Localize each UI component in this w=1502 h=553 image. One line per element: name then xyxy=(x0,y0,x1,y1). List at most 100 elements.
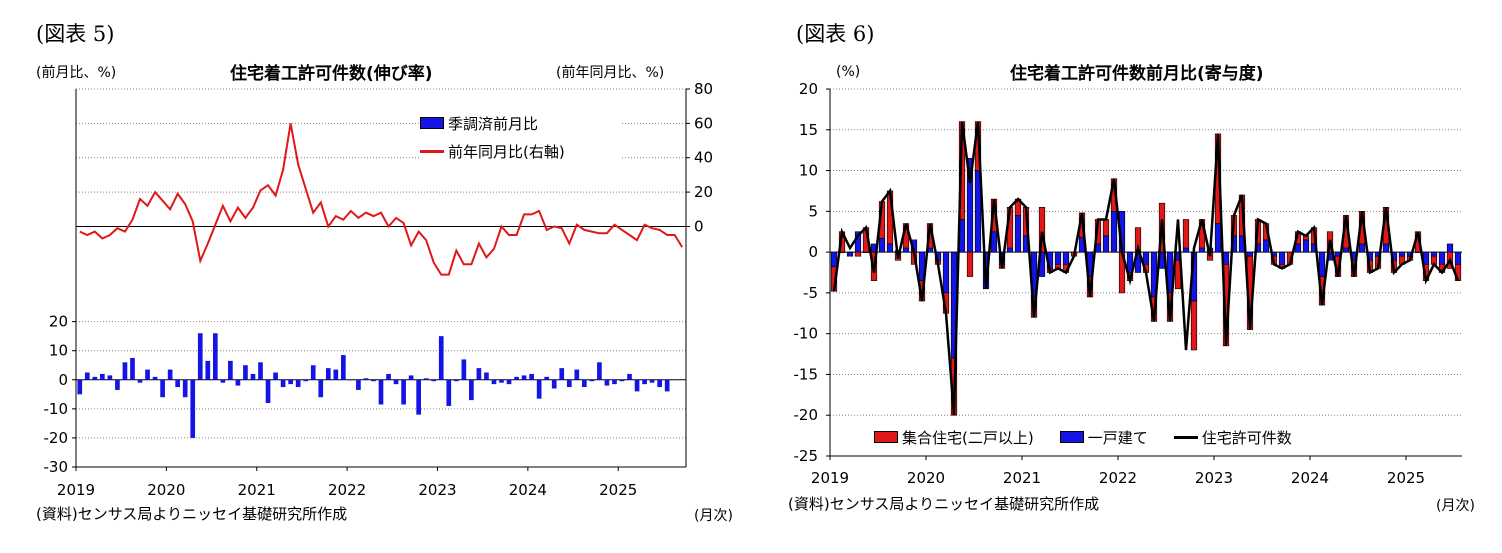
bar-single xyxy=(1062,251,1070,265)
bar-mom xyxy=(273,372,278,380)
bar-mom xyxy=(423,378,429,380)
bar-mom xyxy=(167,369,173,380)
chart-5-source: (資料)センサス局よりニッセイ基礎研究所作成 xyxy=(36,505,348,523)
bar-mom xyxy=(122,362,128,380)
legend-total-swatch xyxy=(1173,435,1198,439)
bar-mom xyxy=(469,379,474,401)
bar-mom xyxy=(589,379,595,382)
bar-mom xyxy=(228,360,233,380)
bar-mom xyxy=(544,376,550,380)
bar-multi xyxy=(854,251,862,257)
y-tick-label: -25 xyxy=(794,447,819,465)
chart-6-source: (資料)センサス局よりニッセイ基礎研究所作成 xyxy=(788,495,1100,513)
x-tick-label: 2022 xyxy=(1099,469,1137,487)
bar-single xyxy=(1294,243,1302,253)
legend-total-label: 住宅許可件数 xyxy=(1201,428,1292,447)
bar-mom xyxy=(318,379,324,398)
figure-6-panel: (図表 6) (%) 住宅着工許可件数前月比(寄与度) -25 -20 -15 -10… xyxy=(752,0,1502,553)
bar-mom xyxy=(341,355,346,380)
bar-mom xyxy=(220,379,226,383)
bar-mom xyxy=(92,376,98,380)
bar-mom xyxy=(280,379,286,388)
figure-5-label: (図表 5) xyxy=(36,22,115,46)
bar-single xyxy=(1182,247,1190,253)
bar-mom xyxy=(461,359,467,380)
legend-item-bar: 季調済前月比 xyxy=(420,112,620,134)
bar-mom xyxy=(235,379,241,386)
bar-mom xyxy=(77,379,83,395)
right-tick-label: 60 xyxy=(694,114,713,132)
bar-mom xyxy=(657,379,662,388)
bar-mom xyxy=(649,379,655,383)
bar-mom xyxy=(107,375,113,380)
bar-multi xyxy=(846,251,854,253)
chart-6-legend: 集合住宅(二戸以上) 一戸建て 住宅許可件数 xyxy=(874,426,1434,448)
bar-single xyxy=(1246,251,1254,257)
bar-single xyxy=(1302,239,1310,253)
bar-mom xyxy=(310,365,316,380)
bar-mom xyxy=(115,379,120,390)
bar-mom xyxy=(499,379,504,383)
legend-bar-swatch xyxy=(420,117,444,129)
bar-mom xyxy=(536,379,542,399)
left-axis-unit: (前月比、%) xyxy=(36,65,117,81)
bar-mom xyxy=(197,333,203,380)
bar-mom xyxy=(529,373,534,380)
line-yoy xyxy=(79,123,684,276)
bar-mom xyxy=(288,379,293,385)
bar-mom xyxy=(484,372,489,380)
bar-mom xyxy=(212,333,218,380)
bar-single xyxy=(1382,243,1390,253)
bar-single xyxy=(878,237,886,253)
chart-5-legend: 季調済前月比 前年同月比(右軸) xyxy=(420,112,620,162)
legend-item-line: 前年同月比(右軸) xyxy=(420,140,620,162)
y-tick-label: 5 xyxy=(808,202,818,220)
bar-mom xyxy=(175,379,181,388)
bar-mom xyxy=(182,379,188,398)
bar-mom xyxy=(453,379,459,382)
bar-mom xyxy=(348,379,354,381)
bar-single xyxy=(1318,251,1326,277)
bar-single xyxy=(1454,251,1462,265)
bar-mom xyxy=(416,379,421,415)
bar-mom xyxy=(152,376,158,380)
bar-mom xyxy=(190,379,196,438)
bar-mom xyxy=(325,368,331,380)
figure-5-panel: (図表 5) (前月比、%) 住宅着工許可件数(伸び率) (前年同月比、%) -… xyxy=(0,0,750,553)
bar-single xyxy=(1430,251,1438,257)
left-tick-label: -10 xyxy=(44,400,69,418)
bar-mom xyxy=(619,379,625,382)
x-tick-label: 2025 xyxy=(599,481,637,499)
bar-single xyxy=(942,251,950,294)
bar-mom xyxy=(446,379,452,406)
bar-multi xyxy=(966,251,974,277)
bar-mom xyxy=(634,379,640,392)
chart-5-title: 住宅着工許可件数(伸び率) xyxy=(230,64,433,84)
bar-mom xyxy=(521,375,527,380)
y-tick-label: 15 xyxy=(799,121,818,139)
x-tick-label: 2021 xyxy=(1003,469,1041,487)
bar-mom xyxy=(514,376,519,380)
left-tick-label: 20 xyxy=(49,313,68,331)
bar-single xyxy=(1446,243,1454,253)
bar-single xyxy=(1006,247,1014,253)
bar-mom xyxy=(137,379,143,383)
bar-mom xyxy=(506,379,512,385)
bar-mom xyxy=(160,379,165,398)
bar-single xyxy=(830,251,838,268)
bar-mom xyxy=(401,379,406,405)
x-tick-label: 2020 xyxy=(147,481,185,499)
bar-mom xyxy=(574,369,580,380)
bar-single xyxy=(1214,223,1222,253)
bar-mom xyxy=(386,373,391,380)
bar-mom xyxy=(491,379,497,385)
chart-5-x-unit: (月次) xyxy=(694,508,733,524)
bar-mom xyxy=(295,379,301,388)
x-tick-label: 2023 xyxy=(1195,469,1233,487)
bar-mom xyxy=(145,369,150,380)
y-axis-unit: (%) xyxy=(836,64,861,80)
x-tick-label: 2019 xyxy=(811,469,849,487)
bar-single xyxy=(902,247,910,253)
bar-single xyxy=(886,243,894,253)
bar-mom xyxy=(664,379,670,392)
